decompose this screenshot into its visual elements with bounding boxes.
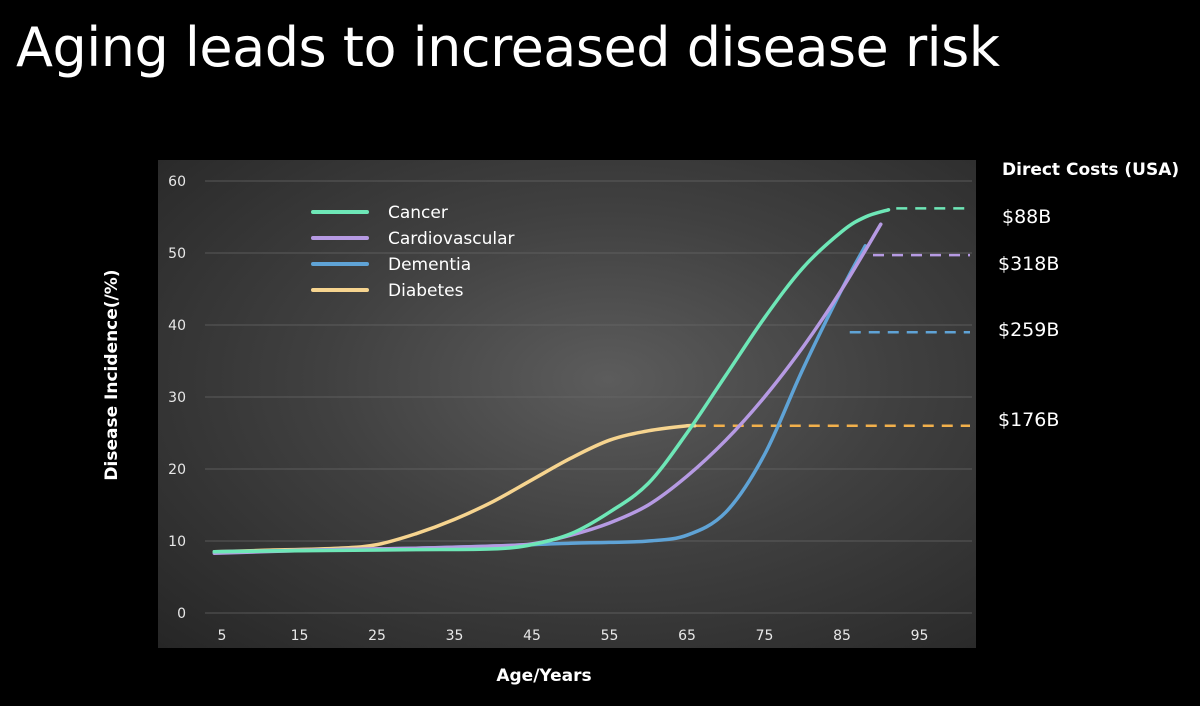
x-tick-label-55: 55 <box>601 628 619 644</box>
series-line-cancer <box>212 208 891 554</box>
cost-label-cardiovascular: $318B <box>998 253 1060 275</box>
cost-label-cancer: $88B <box>1002 206 1052 228</box>
series-lines <box>212 208 891 555</box>
grid-layer <box>205 180 972 614</box>
x-tick-label-95: 95 <box>911 628 929 644</box>
y-tick-label-60: 60 <box>168 174 186 190</box>
x-tick-label-85: 85 <box>833 628 851 644</box>
chart-panel <box>158 160 976 648</box>
y-tick-label-20: 20 <box>168 462 186 478</box>
x-tick-label-25: 25 <box>368 628 386 644</box>
tick-labels: 0 10 20 30 40 50 60 5 15 25 35 45 55 65 75 85 95 <box>168 174 928 644</box>
y-tick-label-40: 40 <box>168 318 186 334</box>
y-tick-label-30: 30 <box>168 390 186 406</box>
x-tick-label-75: 75 <box>756 628 774 644</box>
legend-label-dementia: Dementia <box>388 255 471 275</box>
legend-label-cardiovascular: Cardiovascular <box>388 229 514 249</box>
series-line-diabetes <box>212 423 697 554</box>
x-tick-label-65: 65 <box>678 628 696 644</box>
x-axis-title: Age/Years <box>496 666 592 686</box>
slide-title: Aging leads to increased disease risk <box>16 16 1000 79</box>
series-line-cardiovascular <box>212 222 883 555</box>
legend-label-cancer: Cancer <box>388 203 448 223</box>
y-tick-label-10: 10 <box>168 534 186 550</box>
legend-label-diabetes: Diabetes <box>388 281 464 301</box>
y-tick-label-0: 0 <box>177 606 186 622</box>
direct-costs-header: Direct Costs (USA) <box>1002 160 1180 180</box>
x-tick-label-45: 45 <box>523 628 541 644</box>
cost-label-dementia: $259B <box>998 319 1060 341</box>
x-tick-label-15: 15 <box>291 628 309 644</box>
legend: Cancer Cardiovascular Dementia Diabetes <box>311 203 514 301</box>
x-tick-label-35: 35 <box>446 628 464 644</box>
x-tick-label-5: 5 <box>218 628 227 644</box>
y-tick-label-50: 50 <box>168 246 186 262</box>
y-axis-title: Disease Incidence(/%) <box>102 269 122 481</box>
cost-label-diabetes: $176B <box>998 409 1060 431</box>
